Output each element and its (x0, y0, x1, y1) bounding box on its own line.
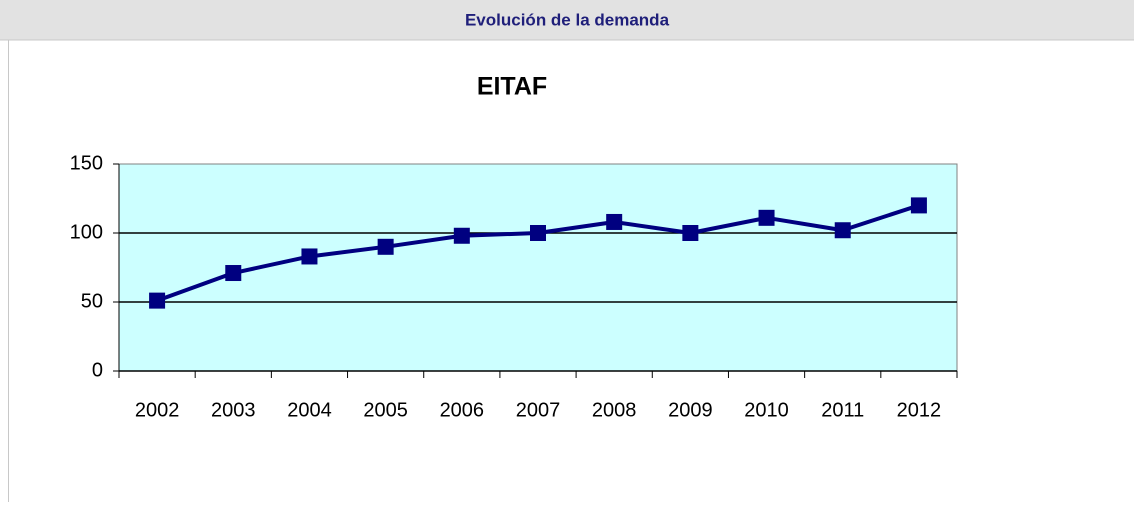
y-tick-label: 50 (81, 290, 103, 312)
x-tick-label: 2007 (516, 399, 561, 421)
header-title: Evolución de la demanda (465, 10, 670, 29)
data-marker (910, 197, 927, 214)
data-marker (682, 225, 699, 241)
y-tick-label: 150 (70, 152, 103, 174)
x-tick-label: 2003 (211, 399, 256, 421)
data-marker (149, 292, 166, 309)
x-tick-label: 2002 (135, 399, 180, 421)
x-tick-label: 2005 (363, 399, 408, 421)
data-marker (225, 265, 242, 282)
data-marker (530, 225, 546, 241)
header-bar (0, 0, 1134, 40)
chart-title: EITAF (477, 73, 547, 101)
x-tick-label: 2008 (592, 399, 637, 421)
data-marker (377, 238, 394, 255)
x-tick-label: 2009 (668, 399, 713, 421)
x-tick-label: 2010 (744, 399, 789, 421)
x-tick-label: 2004 (287, 399, 332, 421)
y-tick-label: 100 (70, 221, 103, 243)
data-marker (453, 227, 470, 244)
y-tick-label: 0 (92, 359, 103, 381)
data-marker (834, 222, 851, 239)
x-tick-label: 2012 (897, 399, 942, 421)
data-marker (758, 209, 775, 226)
plot-area (118, 163, 958, 372)
data-marker (606, 213, 623, 230)
x-tick-label: 2006 (440, 399, 485, 421)
data-marker (301, 248, 318, 265)
x-tick-label: 2011 (821, 399, 864, 421)
